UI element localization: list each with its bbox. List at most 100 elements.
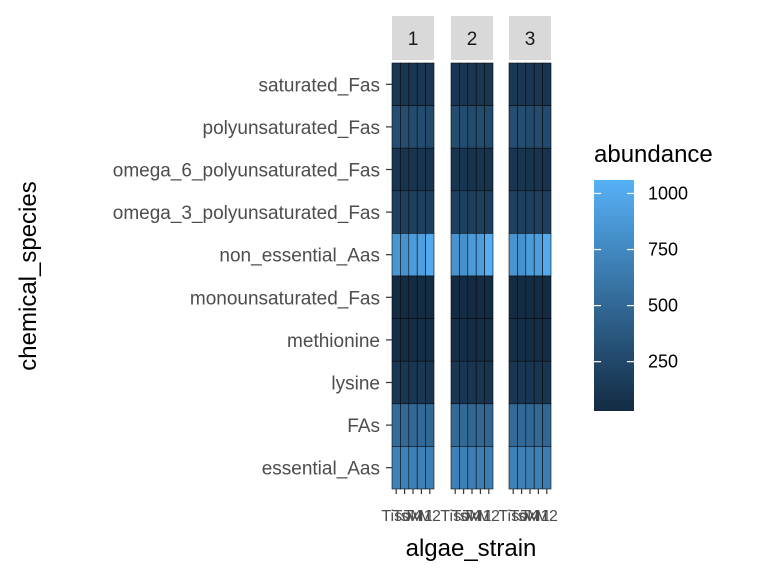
heatmap-cell bbox=[416, 403, 426, 447]
heatmap-cell bbox=[416, 360, 426, 405]
heatmap-cell bbox=[467, 403, 477, 447]
y-axis-tick-labels: saturated_Fas polyunsaturated_Fas omega_6_… bbox=[113, 75, 392, 480]
y-tick-label: non_essential_Aas bbox=[219, 246, 380, 267]
heatmap-cell bbox=[450, 446, 460, 490]
heatmap-cell bbox=[508, 190, 518, 234]
heatmap-cell bbox=[508, 403, 518, 447]
heatmap-cell bbox=[416, 147, 426, 192]
x-tick-label: Tsv bbox=[510, 508, 534, 525]
heatmap-cell bbox=[459, 147, 469, 192]
heatmap-cell bbox=[508, 105, 518, 149]
heatmap-cell bbox=[542, 275, 552, 319]
heatmap-cell bbox=[467, 233, 477, 277]
heatmap-cell bbox=[425, 105, 435, 149]
heatmap-cell bbox=[467, 275, 477, 319]
facet-strip-label: 3 bbox=[525, 29, 536, 50]
legend-title: abundance bbox=[594, 141, 713, 168]
heatmap-cell bbox=[467, 360, 477, 405]
heatmap-cell bbox=[525, 233, 535, 277]
heatmap-cell bbox=[459, 446, 469, 490]
facet-panel-1: 1 bbox=[391, 16, 435, 490]
heatmap-cell bbox=[391, 62, 401, 106]
heatmap-cell bbox=[400, 147, 410, 192]
heatmap-cell bbox=[533, 360, 543, 405]
heatmap-cell bbox=[408, 403, 418, 447]
heatmap-cell bbox=[425, 62, 435, 106]
heatmap-cell bbox=[475, 105, 485, 149]
y-tick-label: saturated_Fas bbox=[259, 75, 380, 96]
facet-panel-2: 2 bbox=[450, 16, 494, 490]
legend-tick-label: 500 bbox=[648, 296, 678, 316]
heatmap-cell bbox=[400, 318, 410, 362]
y-tick-label: lysine bbox=[331, 374, 380, 395]
heatmap-cell bbox=[533, 275, 543, 319]
facet-strip bbox=[509, 16, 551, 60]
heatmap-cell bbox=[450, 318, 460, 362]
heatmap-cell bbox=[517, 403, 527, 447]
heatmap-cell bbox=[408, 147, 418, 192]
heatmap-cell bbox=[508, 233, 518, 277]
heatmap-cell bbox=[408, 190, 418, 234]
heatmap-cell bbox=[484, 360, 494, 405]
heatmap-cell bbox=[475, 403, 485, 447]
heatmap-cell bbox=[533, 62, 543, 106]
heatmap-cell bbox=[475, 318, 485, 362]
heatmap-cell bbox=[450, 275, 460, 319]
heatmap-cell bbox=[517, 233, 527, 277]
heatmap-cell bbox=[542, 446, 552, 490]
heatmap-cell bbox=[425, 446, 435, 490]
y-tick-label: methionine bbox=[287, 331, 380, 352]
heatmap-cell bbox=[517, 318, 527, 362]
legend-tick-label: 750 bbox=[648, 240, 678, 260]
heatmap-cell bbox=[416, 190, 426, 234]
heatmap-cell bbox=[508, 147, 518, 192]
x-tick-label: Tiso bbox=[498, 508, 528, 525]
heatmap-cell bbox=[391, 275, 401, 319]
x-tick-label: T4 bbox=[521, 508, 540, 525]
heatmap-cell bbox=[408, 62, 418, 106]
heatmap-cell bbox=[450, 233, 460, 277]
heatmap-cell bbox=[525, 360, 535, 405]
heatmap-cell bbox=[391, 318, 401, 362]
facet-strip-label: 2 bbox=[467, 29, 478, 50]
heatmap-cell bbox=[467, 62, 477, 106]
heatmap-cell bbox=[425, 147, 435, 192]
heatmap-cell bbox=[508, 446, 518, 490]
heatmap-cell bbox=[508, 360, 518, 405]
heatmap-cell bbox=[425, 275, 435, 319]
heatmap-cell bbox=[467, 190, 477, 234]
heatmap-cell bbox=[459, 190, 469, 234]
heatmap-cell bbox=[484, 147, 494, 192]
heatmap-cell bbox=[450, 403, 460, 447]
heatmap-cell bbox=[408, 360, 418, 405]
heatmap-cell bbox=[459, 105, 469, 149]
x-tick-label: M1 bbox=[469, 508, 491, 525]
heatmap-cell bbox=[400, 190, 410, 234]
heatmap-cell bbox=[425, 318, 435, 362]
heatmap-cell bbox=[408, 446, 418, 490]
heatmap-cell bbox=[525, 62, 535, 106]
legend-tick-label: 1000 bbox=[648, 183, 688, 203]
x-tick-label: M1 bbox=[410, 508, 432, 525]
heatmap-cell bbox=[459, 360, 469, 405]
x-axis-title: algae_strain bbox=[406, 535, 537, 562]
heatmap-cell bbox=[425, 233, 435, 277]
y-axis-title: chemical_species bbox=[15, 181, 42, 370]
heatmap-cell bbox=[450, 147, 460, 192]
heatmap-cell bbox=[508, 318, 518, 362]
legend: abundance 250 500 750 1000 bbox=[594, 141, 713, 411]
heatmap-cell bbox=[517, 275, 527, 319]
x-tick-label: Tiso bbox=[381, 508, 411, 525]
heatmap-cell bbox=[416, 318, 426, 362]
x-tick-label: T4 bbox=[404, 508, 423, 525]
heatmap-cell bbox=[484, 233, 494, 277]
heatmap-cell bbox=[416, 233, 426, 277]
heatmap-cell bbox=[425, 190, 435, 234]
heatmap-cell bbox=[416, 275, 426, 319]
heatmap-cell bbox=[533, 318, 543, 362]
x-tick-label: M2 bbox=[478, 508, 500, 525]
heatmap-cell bbox=[467, 318, 477, 362]
y-tick-label: FAs bbox=[347, 416, 380, 437]
legend-tick-label: 250 bbox=[648, 352, 678, 372]
x-tick-label: M1 bbox=[527, 508, 549, 525]
